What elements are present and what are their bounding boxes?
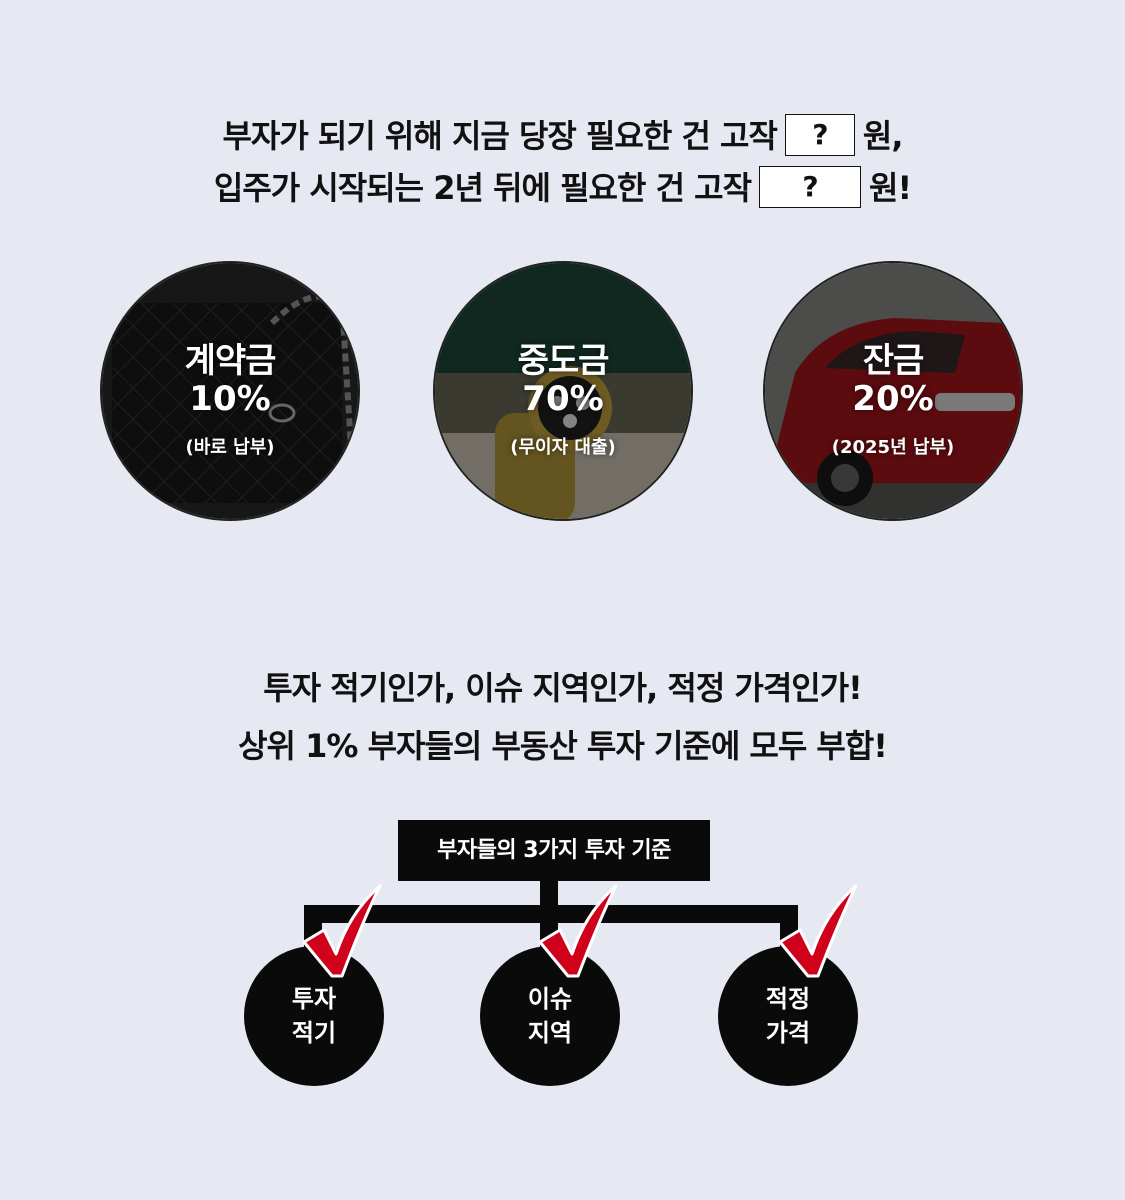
- node-label-line1: 투자: [291, 985, 337, 1013]
- criteria-title-box: 부자들의 3가지 투자 기준: [398, 820, 710, 881]
- mystery-amount-box-now: ?: [784, 114, 855, 156]
- image-shade: [435, 263, 691, 519]
- payment-note: (2025년 납부): [831, 437, 955, 458]
- payment-title: 계약금: [184, 341, 277, 381]
- checkmark-icon: [302, 884, 382, 978]
- connector-stem: [540, 881, 558, 911]
- headline-top-line2: 입주가 시작되는 2년 뒤에 필요한 건 고작? 원!: [0, 162, 1125, 214]
- headline-text: 부자가 되기 위해 지금 당장 필요한 건 고작: [222, 117, 777, 155]
- node-label-line2: 가격: [765, 1019, 811, 1047]
- headline-text: 원!: [869, 169, 912, 207]
- question-mark: ?: [802, 170, 818, 203]
- checkmark-icon: [778, 884, 858, 978]
- image-shade: [102, 263, 358, 519]
- payment-note: (바로 납부): [185, 437, 275, 458]
- headline-top-line1: 부자가 되기 위해 지금 당장 필요한 건 고작? 원,: [0, 110, 1125, 162]
- payment-title: 잔금: [862, 341, 925, 381]
- payment-title: 중도금: [517, 341, 610, 381]
- node-label-line2: 적기: [291, 1019, 337, 1047]
- headline-text: 입주가 시작되는 2년 뒤에 필요한 건 고작: [213, 169, 752, 207]
- criteria-node-issue-area: 이슈 지역: [480, 946, 620, 1086]
- watch-image: [435, 263, 691, 519]
- question-mark: ?: [812, 118, 828, 151]
- headline-middle-line2: 상위 1% 부자들의 부동산 투자 기준에 모두 부합!: [238, 727, 888, 765]
- node-label-line1: 이슈: [527, 985, 573, 1013]
- headline-middle: 투자 적기인가, 이슈 지역인가, 적정 가격인가! 상위 1% 부자들의 부동…: [0, 662, 1125, 772]
- headline-text: 원,: [862, 117, 904, 155]
- payment-percent: 10%: [189, 379, 271, 419]
- car-image: [765, 263, 1021, 519]
- node-label-line2: 지역: [527, 1019, 573, 1047]
- headline-top: 부자가 되기 위해 지금 당장 필요한 건 고작? 원, 입주가 시작되는 2년 …: [0, 110, 1125, 214]
- payment-circle-balance: 잔금 20% (2025년 납부): [763, 261, 1023, 521]
- headline-middle-line1: 투자 적기인가, 이슈 지역인가, 적정 가격인가!: [263, 669, 863, 707]
- criteria-node-fair-price: 적정 가격: [718, 946, 858, 1086]
- image-shade: [765, 263, 1021, 519]
- mystery-amount-box-later: ?: [759, 166, 862, 208]
- checkmark-icon: [538, 884, 618, 978]
- payment-circle-deposit: 계약금 10% (바로 납부): [100, 261, 360, 521]
- payment-percent: 70%: [522, 379, 604, 419]
- payment-note: (무이자 대출): [510, 437, 616, 458]
- criteria-node-timing: 투자 적기: [244, 946, 384, 1086]
- payment-percent: 20%: [852, 379, 934, 419]
- node-label-line1: 적정: [765, 985, 811, 1013]
- criteria-title: 부자들의 3가지 투자 기준: [437, 838, 671, 863]
- payment-circle-middle: 중도금 70% (무이자 대출): [433, 261, 693, 521]
- handbag-image: [102, 263, 358, 519]
